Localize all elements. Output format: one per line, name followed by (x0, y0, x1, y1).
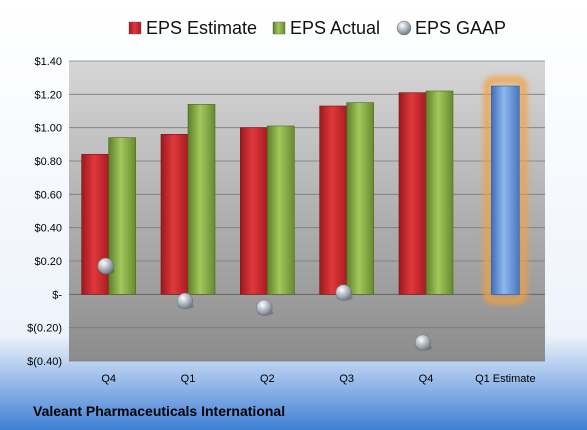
marker-eps-gaap (176, 292, 194, 310)
marker-eps-gaap (256, 299, 273, 316)
grid-lines (69, 60, 545, 362)
bar-eps-estimate (398, 92, 427, 295)
bar-eps-actual (187, 104, 216, 295)
x-tick-label: Q2 (260, 373, 275, 385)
x-tick-label: Q1 Estimate (475, 373, 536, 385)
legend-swatch (272, 21, 286, 35)
y-tick-label: $1.00 (34, 123, 62, 135)
y-tick-label: $0.80 (34, 156, 62, 168)
y-tick-label: $0.40 (34, 223, 62, 235)
bar-eps-estimate (319, 105, 347, 295)
y-tick-label: $(0.40) (27, 356, 62, 368)
x-axis-ticks: Q4 Q1 Q2 Q3 Q4 Q1 Estimate (101, 373, 535, 385)
bar-eps-estimate (240, 127, 268, 295)
x-tick-label: Q4 (101, 373, 116, 385)
legend-marker (396, 20, 412, 36)
y-tick-label: $1.40 (34, 56, 62, 68)
bar-eps-estimate (160, 134, 189, 295)
legend-swatch (128, 21, 142, 35)
x-tick-label: Q1 (181, 373, 196, 385)
y-tick-label: $- (52, 289, 62, 301)
bar-eps-actual (346, 102, 374, 295)
y-tick-label: $(0.20) (27, 323, 62, 335)
legend-label: EPS GAAP (415, 18, 506, 38)
marker-eps-gaap (335, 284, 352, 301)
bar-q1-estimate (491, 85, 520, 295)
y-tick-label: $0.60 (34, 189, 62, 201)
company-name: Valeant Pharmaceuticals International (33, 403, 285, 419)
legend-label: EPS Estimate (146, 18, 257, 38)
bar-eps-actual (267, 125, 295, 295)
legend-label: EPS Actual (290, 18, 380, 38)
marker-eps-gaap (414, 334, 432, 351)
bar-highlight-glow (483, 76, 527, 304)
y-tick-label: $1.20 (34, 89, 62, 101)
plot-area (69, 61, 545, 361)
marker-eps-gaap (97, 257, 114, 275)
x-tick-label: Q4 (419, 373, 434, 385)
bar-eps-actual (425, 90, 454, 295)
y-tick-label: $0.20 (34, 256, 62, 268)
legend: EPS Estimate EPS Actual EPS GAAP (128, 18, 506, 38)
y-axis-ticks: $(0.40) $(0.20) $- $0.20 $0.40 $0.60 $0.80 $1.0… (27, 56, 62, 368)
x-tick-label: Q3 (339, 373, 354, 385)
bars (81, 76, 527, 351)
